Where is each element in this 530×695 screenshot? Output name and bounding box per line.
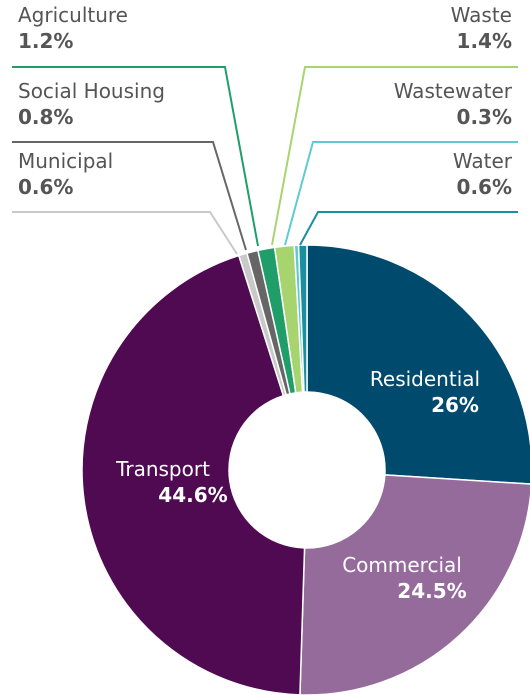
slice-value: 0.6% [457,175,512,199]
slice-label: Waste [451,3,512,27]
donut-slice [299,474,530,695]
slice-label: Commercial [342,553,462,577]
slice-label: Wastewater [394,79,513,103]
leader-line [12,141,247,251]
slice-label: Social Housing [18,79,165,103]
slice-value: 0.8% [18,105,73,129]
slice-label: Water [453,149,513,173]
slice-label: Transport [115,457,210,481]
slice-value: 44.6% [158,483,227,507]
slice-value: 24.5% [397,579,466,603]
slice-label: Residential [370,367,480,391]
leader-line [12,211,238,255]
donut-slice [306,244,530,485]
leader-line [284,141,518,246]
leader-line [299,211,518,246]
slice-value: 1.2% [18,29,73,53]
slice-value: 0.6% [18,175,73,199]
slice-value: 0.3% [457,105,512,129]
leader-line [12,66,259,247]
slice-value: 26% [431,393,479,417]
donut-slice [81,254,306,695]
slice-value: 1.4% [457,29,512,53]
leader-line [271,66,518,246]
slice-label: Agriculture [18,3,128,27]
donut-slice [297,244,308,393]
slice-label: Municipal [18,149,113,173]
